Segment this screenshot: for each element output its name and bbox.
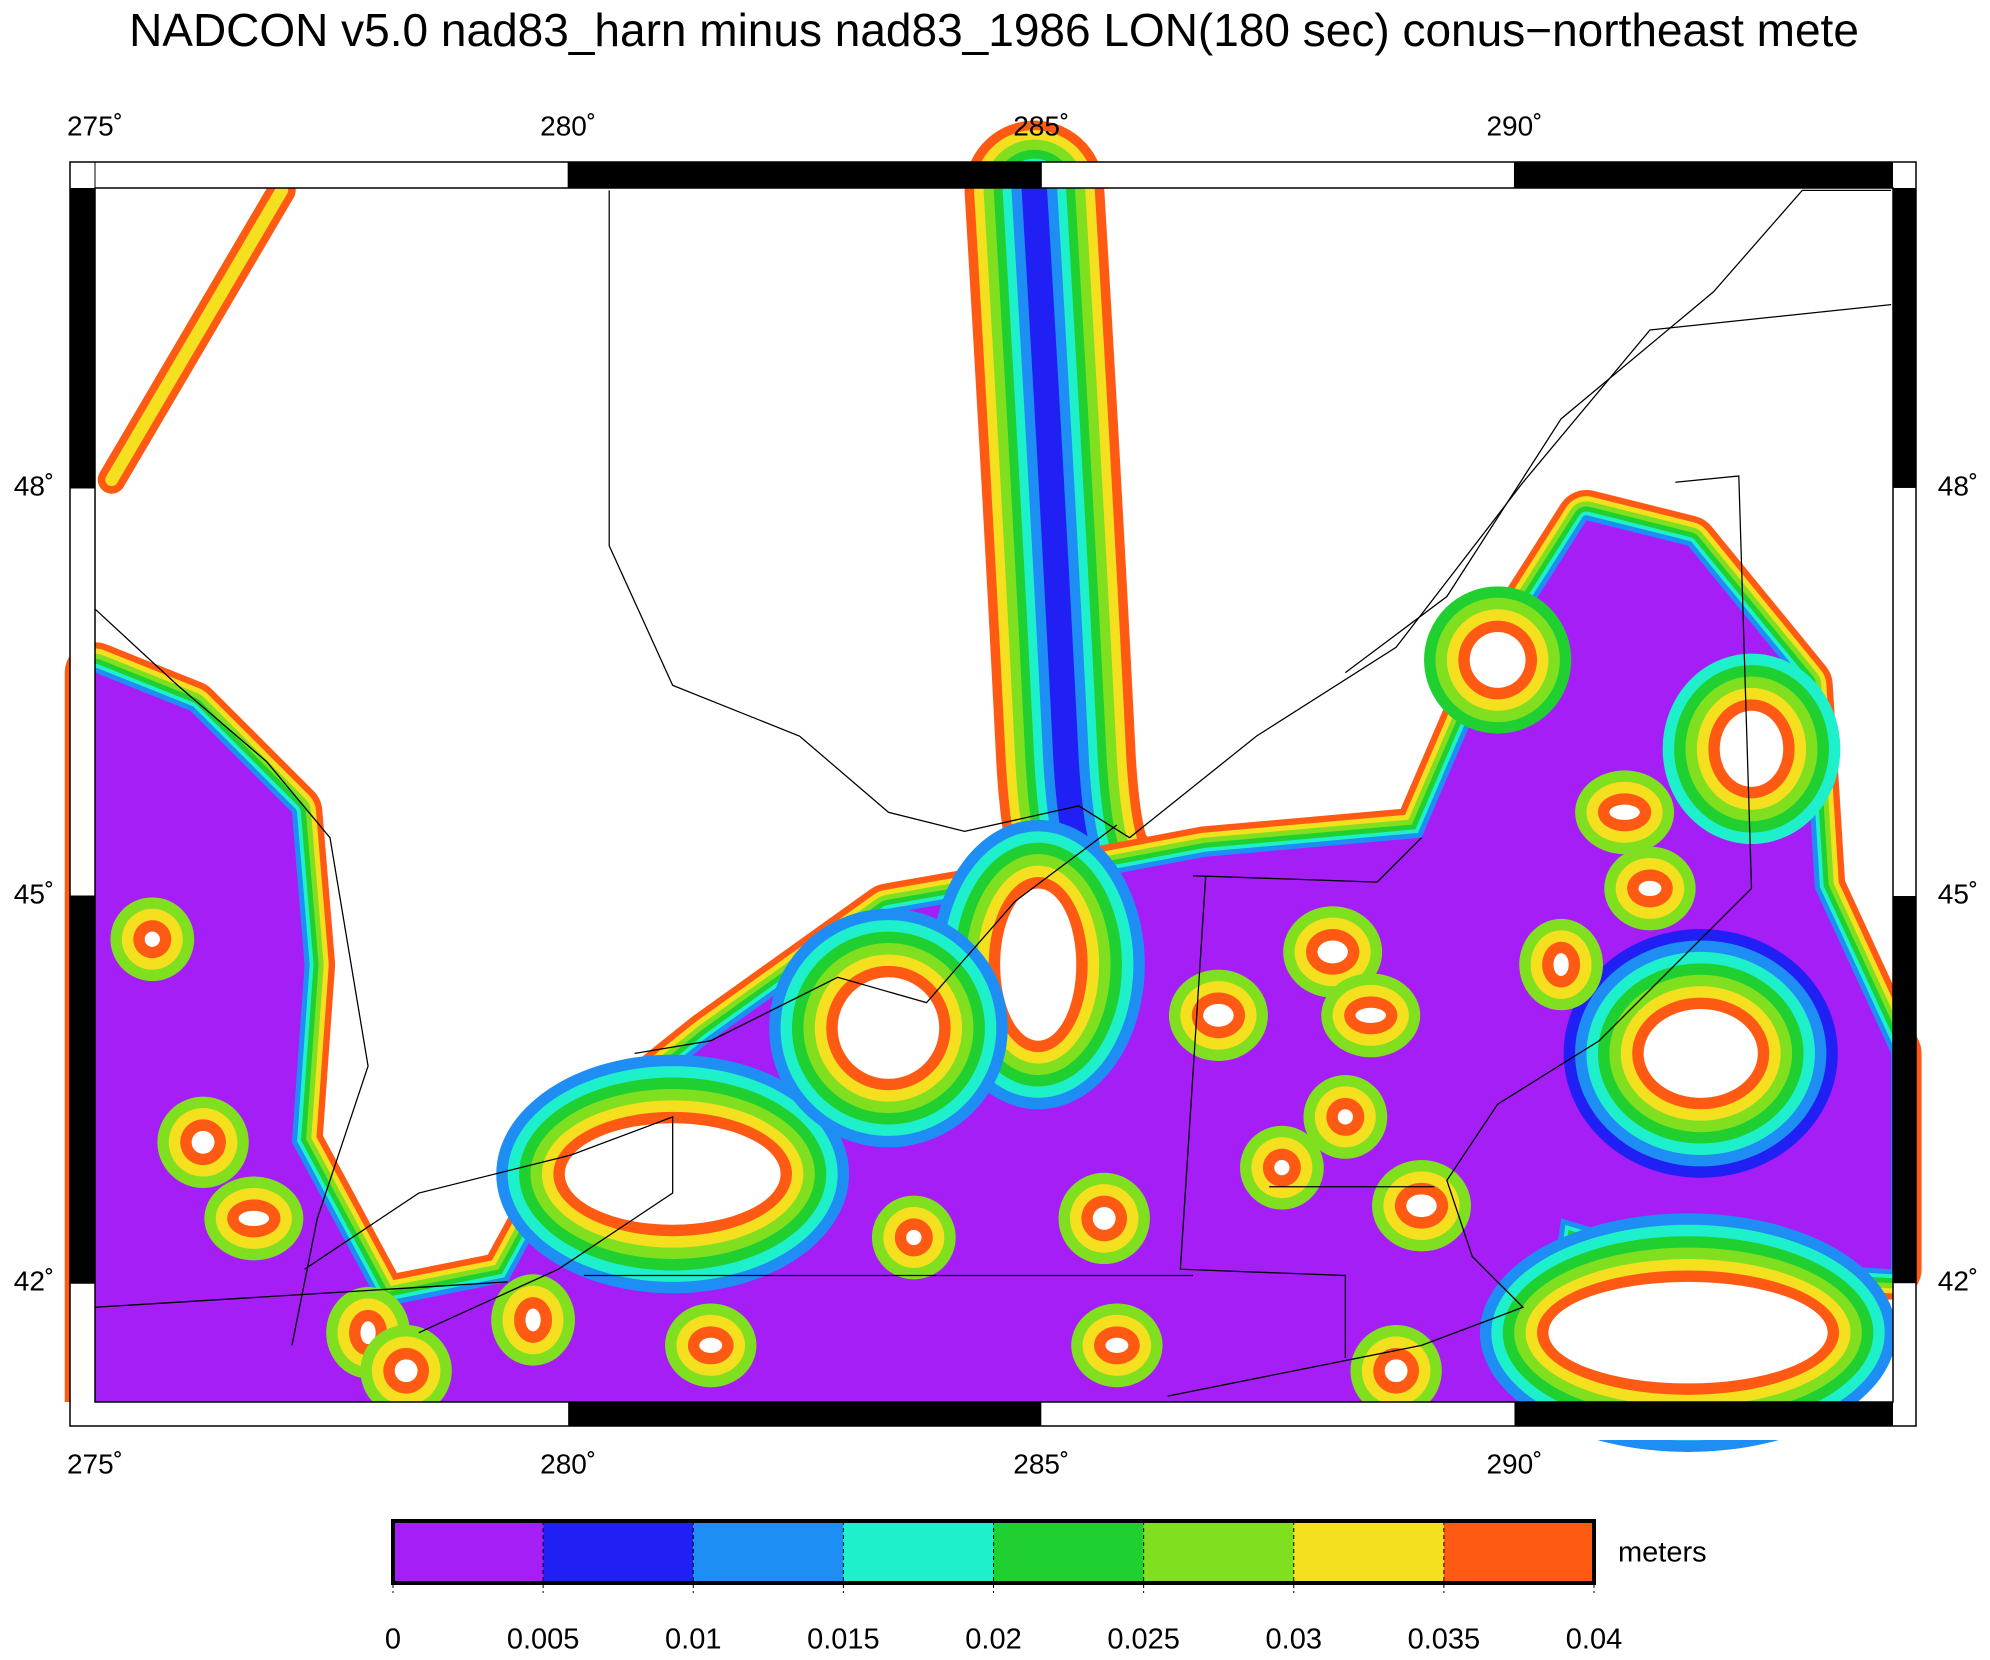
field-ring [699, 1337, 723, 1353]
field-ring [1105, 1337, 1129, 1353]
colorbar-segment [1443, 1521, 1594, 1583]
coastline [1179, 837, 1435, 1359]
field-ring [1337, 1109, 1353, 1125]
field-ring [1355, 1007, 1386, 1023]
colorbar-segment [543, 1521, 694, 1583]
coastline [1344, 189, 1892, 674]
colorbar-tick-label: 0.02 [965, 1624, 1021, 1655]
field-ring [144, 931, 160, 947]
field-ring [1000, 888, 1077, 1041]
field-ring [1384, 1359, 1408, 1383]
field-ring [1553, 953, 1569, 977]
field-ring [394, 1359, 418, 1383]
lat-tick-label: 42˚ [14, 1266, 54, 1297]
field-ring [1719, 710, 1784, 787]
frame-inner [94, 187, 1894, 1403]
colorbar-segment [1143, 1521, 1294, 1583]
field-ring [837, 977, 940, 1079]
colorbar-segment [843, 1521, 994, 1583]
lon-tick-label: 275˚ [67, 110, 123, 141]
frame-bar [70, 188, 95, 488]
colorbar-segment [993, 1521, 1144, 1583]
lon-tick-label: 290˚ [1486, 1448, 1542, 1479]
coastline [304, 1115, 674, 1334]
colorbar-tick-label: 0.01 [665, 1624, 721, 1655]
colorbar-tick-label: 0 [385, 1624, 401, 1655]
lat-tick-label: 45˚ [14, 878, 54, 909]
field-ring [191, 1130, 215, 1154]
field-ring [1092, 1207, 1116, 1230]
colorbar-tick-label: 0.025 [1107, 1624, 1180, 1655]
coastline [94, 608, 369, 1346]
colorbar-tick-label: 0.005 [507, 1624, 580, 1655]
field-ring [238, 1210, 270, 1227]
field-ring [1274, 1160, 1290, 1176]
field-ring [1609, 804, 1640, 820]
title: NADCON v5.0 nad83_harn minus nad83_1986 … [129, 4, 1859, 56]
frame-bar [1514, 162, 1893, 188]
colorbar-tick-label: 0.035 [1408, 1624, 1481, 1655]
frame-outer [69, 161, 1917, 1427]
field-ring [1203, 1003, 1234, 1027]
colorbar-segment [693, 1521, 844, 1583]
map-field [64, 120, 1922, 1452]
frame-bar [568, 1402, 1042, 1426]
frame-bar [1893, 188, 1916, 488]
field-ring [525, 1308, 541, 1332]
lat-tick-label: 45˚ [1938, 878, 1978, 909]
lon-tick-label: 280˚ [540, 1448, 596, 1479]
colorbar-tick-label: 0.015 [807, 1624, 880, 1655]
field-ring [1638, 880, 1662, 897]
field-ring [1643, 1009, 1758, 1098]
frame-bar [568, 162, 1042, 188]
lat-tick-label: 42˚ [1938, 1266, 1978, 1297]
field-band [105, 184, 289, 487]
coastline [1167, 475, 1753, 1397]
lon-tick-label: 280˚ [540, 110, 596, 141]
colorbar-unit: meters [1618, 1537, 1707, 1569]
lat-tick-label: 48˚ [1938, 470, 1978, 501]
lon-tick-label: 285˚ [1013, 1448, 1069, 1479]
field-ring [1317, 940, 1348, 964]
field-ring [1469, 632, 1526, 688]
lon-tick-label: 275˚ [67, 1448, 123, 1479]
coastline [608, 190, 1892, 839]
colorbar-tick-label: 0.04 [1566, 1624, 1622, 1655]
field-ring [1548, 1281, 1828, 1384]
colorbar-segment [1293, 1521, 1444, 1583]
lon-tick-label: 290˚ [1486, 110, 1542, 141]
colorbar-segment [393, 1521, 544, 1583]
frame-bar [70, 896, 95, 1284]
colorbar-tick-label: 0.03 [1266, 1624, 1322, 1655]
frame-bar [1893, 896, 1916, 1284]
coastline [634, 824, 1118, 1055]
frame-bar [1514, 1402, 1893, 1426]
field-ring [360, 1321, 376, 1345]
lat-tick-label: 48˚ [14, 470, 54, 501]
lon-tick-label: 285˚ [1013, 110, 1069, 141]
field-ring [1406, 1194, 1437, 1218]
coastline [95, 1274, 1194, 1308]
field-ring [906, 1229, 922, 1246]
map-frame: 275˚ 275˚ 280˚ 280˚ 285˚ 285˚ 290˚ 290˚ 48˚ 48˚ 45… [0, 110, 1990, 1479]
